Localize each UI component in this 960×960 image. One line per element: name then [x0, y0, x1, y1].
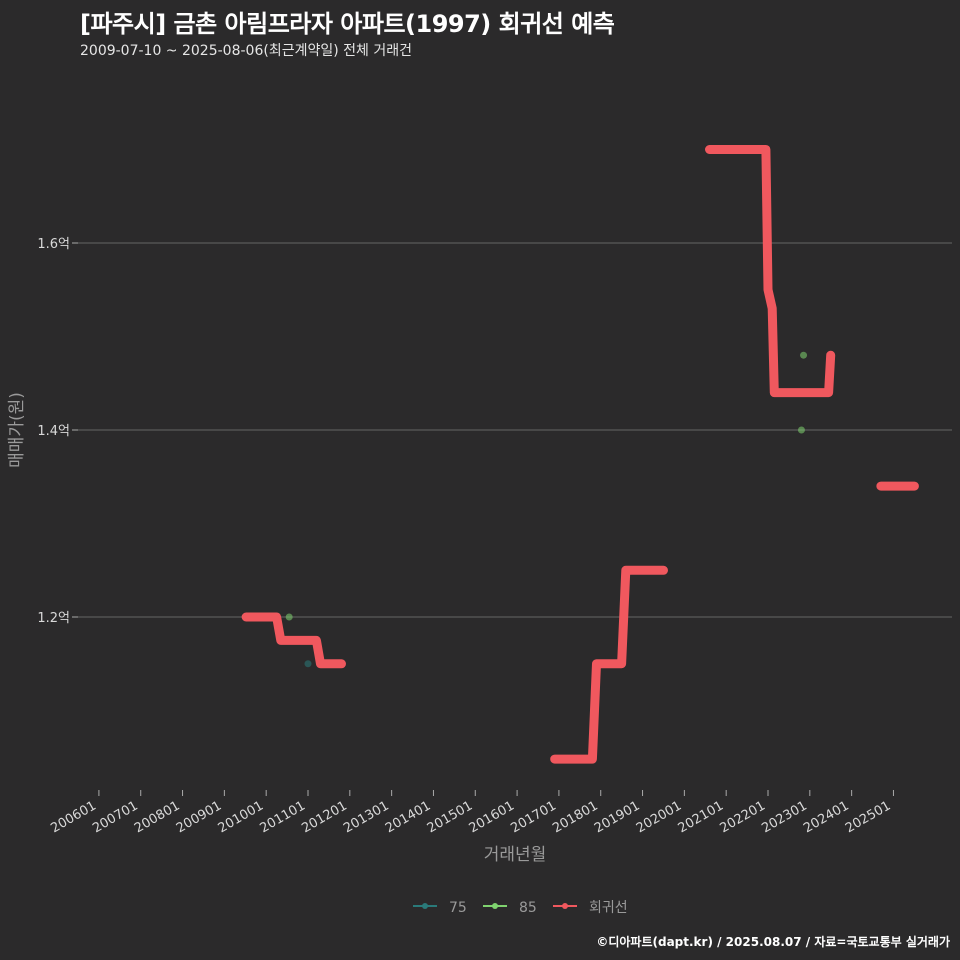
x-tick-label: 201301 [341, 798, 391, 836]
chart-subtitle: 2009-07-10 ~ 2025-08-06(최근계약일) 전체 거래건 [80, 43, 412, 59]
x-axis: 2006012007012008012009012010012011012012… [48, 790, 894, 836]
legend-label: 회귀선 [589, 900, 628, 916]
y-tick-label: 1.2억 [37, 611, 70, 626]
y-axis: 1.2억 1.4억 1.6억 [37, 237, 78, 626]
regression-line-segment [550, 565, 668, 764]
y-axis-title: 매매가(원) [7, 392, 27, 468]
x-tick-label: 201801 [550, 798, 600, 836]
x-tick-label: 202001 [634, 798, 684, 836]
regression-line-segment [241, 612, 346, 669]
x-tick-label: 200901 [174, 798, 224, 836]
x-tick-label: 201401 [383, 798, 433, 836]
data-point-85 [285, 613, 293, 621]
y-tick-label: 1.4억 [37, 424, 70, 439]
x-tick-label: 202101 [676, 798, 726, 836]
scatter-series [285, 351, 808, 668]
data-point-85 [797, 426, 805, 434]
x-tick-label: 202501 [843, 798, 893, 836]
x-tick-label: 201101 [258, 798, 308, 836]
x-tick-label: 200801 [132, 798, 182, 836]
x-tick-label: 200601 [48, 798, 98, 836]
grid-lines [78, 242, 952, 618]
x-tick-label: 200701 [90, 798, 140, 836]
legend-swatch-point [492, 903, 498, 909]
x-tick-label: 201701 [508, 798, 558, 836]
x-tick-label: 202301 [759, 798, 809, 836]
x-tick-label: 201901 [592, 798, 642, 836]
y-tick-label: 1.6억 [37, 237, 70, 252]
legend-label: 85 [519, 900, 537, 916]
data-point-75 [304, 660, 312, 668]
legend: 75 85 회귀선 [413, 900, 628, 916]
data-point-85 [800, 351, 808, 359]
x-tick-label: 201201 [299, 798, 349, 836]
x-tick-label: 202401 [801, 798, 851, 836]
legend-label: 75 [449, 900, 467, 916]
source-caption: ©디아파트(dapt.kr) / 2025.08.07 / 자료=국토교통부 실… [596, 935, 950, 949]
x-tick-label: 202201 [718, 798, 768, 836]
x-tick-label: 201601 [467, 798, 517, 836]
regression-series [241, 145, 919, 764]
regression-line-segment [705, 145, 836, 398]
chart-title: [파주시] 금촌 아림프라자 아파트(1997) 회귀선 예측 [80, 10, 615, 38]
legend-swatch-point [562, 903, 568, 909]
legend-swatch-point [422, 903, 428, 909]
x-axis-title: 거래년월 [484, 845, 547, 865]
x-tick-label: 201501 [425, 798, 475, 836]
x-tick-label: 201001 [216, 798, 266, 836]
